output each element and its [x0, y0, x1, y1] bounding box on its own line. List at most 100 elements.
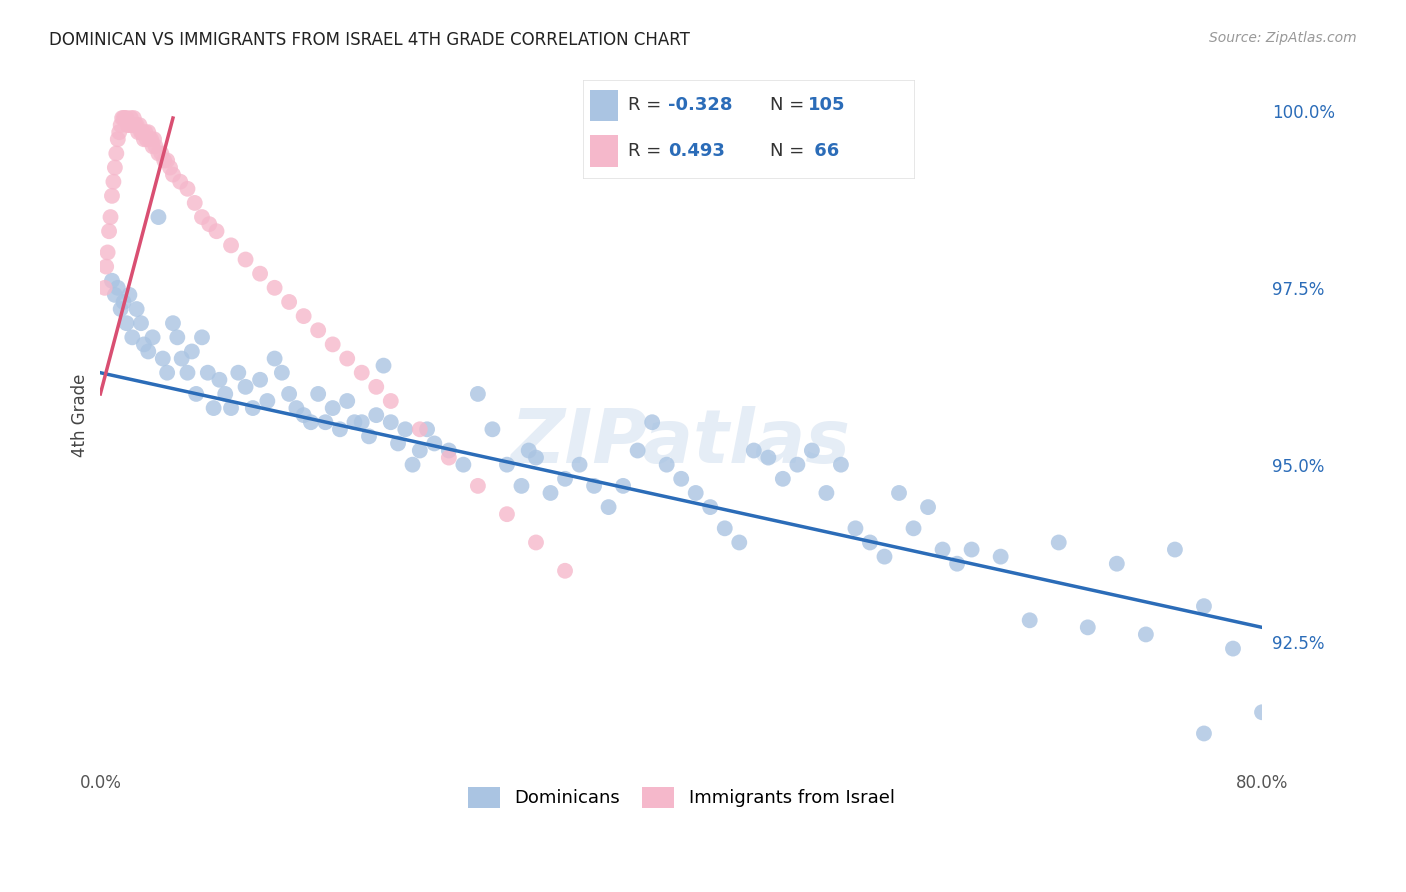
Point	[143, 132, 166, 146]
Point	[124, 118, 146, 132]
Point	[524, 450, 547, 465]
Point	[110, 301, 132, 316]
Point	[138, 132, 160, 146]
Point	[583, 479, 606, 493]
Point	[104, 161, 127, 175]
Point	[844, 521, 866, 535]
Point	[125, 118, 148, 132]
Point	[437, 450, 460, 465]
Text: N =: N =	[770, 142, 810, 160]
Point	[148, 210, 170, 224]
Point	[292, 309, 315, 323]
Point	[285, 401, 308, 415]
Point	[129, 316, 152, 330]
Point	[859, 535, 882, 549]
Text: 66: 66	[808, 142, 839, 160]
Point	[191, 210, 214, 224]
Point	[307, 323, 329, 337]
Point	[214, 387, 236, 401]
Point	[394, 422, 416, 436]
Point	[197, 366, 219, 380]
Point	[103, 175, 125, 189]
Point	[114, 111, 136, 125]
Point	[148, 146, 170, 161]
Point	[990, 549, 1012, 564]
Point	[205, 224, 228, 238]
Point	[152, 351, 174, 366]
Point	[366, 408, 388, 422]
Point	[129, 125, 152, 139]
Point	[366, 380, 388, 394]
Bar	[591, 90, 619, 121]
Point	[235, 380, 257, 394]
Point	[1222, 641, 1244, 656]
Point	[931, 542, 953, 557]
Point	[960, 542, 983, 557]
Point	[524, 535, 547, 549]
Point	[115, 111, 138, 125]
Point	[1192, 726, 1215, 740]
Point	[357, 429, 380, 443]
Point	[156, 366, 179, 380]
Point	[104, 288, 127, 302]
Point	[159, 161, 181, 175]
Point	[510, 479, 533, 493]
Point	[322, 401, 344, 415]
Point	[219, 401, 242, 415]
Point	[314, 415, 336, 429]
Point	[380, 394, 402, 409]
Point	[322, 337, 344, 351]
Point	[112, 295, 135, 310]
Point	[120, 111, 142, 125]
Point	[270, 366, 292, 380]
Y-axis label: 4th Grade: 4th Grade	[72, 374, 89, 457]
Point	[540, 486, 562, 500]
Point	[481, 422, 503, 436]
Text: ZIPatlas: ZIPatlas	[512, 407, 851, 479]
Point	[786, 458, 808, 472]
Point	[141, 132, 163, 146]
Point	[336, 394, 359, 409]
Point	[156, 153, 179, 168]
Point	[98, 224, 121, 238]
Point	[699, 500, 721, 515]
Point	[453, 458, 475, 472]
Point	[145, 139, 167, 153]
Point	[742, 443, 765, 458]
Point	[685, 486, 707, 500]
Point	[184, 195, 207, 210]
Point	[101, 189, 124, 203]
Point	[669, 472, 692, 486]
Point	[800, 443, 823, 458]
Text: N =: N =	[770, 95, 810, 114]
Point	[409, 422, 432, 436]
Point	[329, 422, 352, 436]
Point	[278, 295, 301, 310]
Point	[122, 111, 145, 125]
Text: -0.328: -0.328	[668, 95, 733, 114]
Point	[169, 175, 191, 189]
Point	[101, 274, 124, 288]
Point	[815, 486, 838, 500]
Text: 105: 105	[808, 95, 845, 114]
Point	[873, 549, 896, 564]
Point	[627, 443, 650, 458]
Point	[830, 458, 852, 472]
Point	[772, 472, 794, 486]
Point	[108, 125, 131, 139]
Point	[112, 111, 135, 125]
Point	[176, 182, 198, 196]
Point	[249, 267, 271, 281]
Point	[235, 252, 257, 267]
Point	[887, 486, 910, 500]
Point	[136, 344, 159, 359]
Point	[191, 330, 214, 344]
Point	[115, 316, 138, 330]
Point	[350, 415, 373, 429]
Point	[336, 351, 359, 366]
Point	[467, 387, 489, 401]
Text: R =: R =	[628, 142, 666, 160]
Point	[249, 373, 271, 387]
Point	[107, 132, 129, 146]
Point	[655, 458, 678, 472]
